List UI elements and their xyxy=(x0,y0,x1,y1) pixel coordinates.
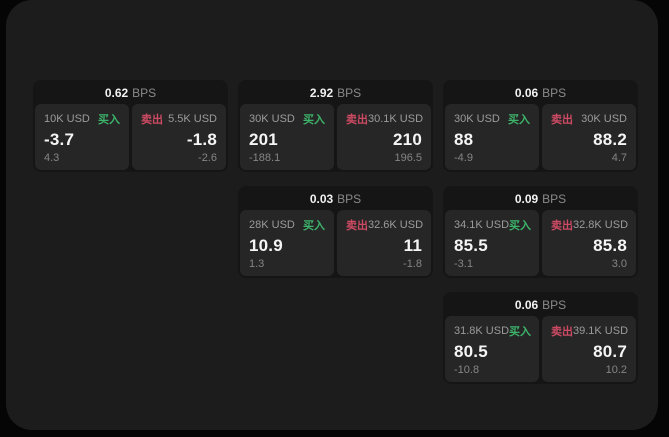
sell-change: -2.6 xyxy=(198,152,217,164)
buy-change: 4.3 xyxy=(44,152,60,164)
bps-unit-label: BPS xyxy=(132,86,157,100)
sell-price: 210 xyxy=(393,129,422,149)
buy-amount: 34.1K USD xyxy=(454,219,510,231)
bps-value: 2.92 xyxy=(309,86,334,100)
sell-price: 11 xyxy=(403,235,422,255)
buy-tag: 买入 xyxy=(509,220,532,232)
buy-cell[interactable]: 30K USD 买入 88 -4.9 xyxy=(445,104,539,170)
sell-amount: 32.8K USD xyxy=(573,219,629,231)
card-bps-header: 2.92 BPS xyxy=(240,83,431,104)
card-bps-header: 0.03 BPS xyxy=(240,189,431,210)
sell-tag: 卖出 xyxy=(551,326,573,338)
buy-amount: 30K USD xyxy=(249,113,295,125)
card-cells: 34.1K USD 买入 85.5 -3.1 卖出 32.8K USD 85.8… xyxy=(445,210,636,276)
card-bps-header: 0.06 BPS xyxy=(445,83,636,104)
quote-card: 0.06 BPS 31.8K USD 买入 80.5 -10.8 卖出 39.1K… xyxy=(443,292,638,384)
bps-unit-label: BPS xyxy=(337,86,362,100)
quote-card: 2.92 BPS 30K USD 买入 201 -188.1 卖出 30.1K U… xyxy=(238,80,433,172)
buy-price: -3.7 xyxy=(44,129,75,149)
quote-card: 0.62 BPS 10K USD 买入 -3.7 4.3 卖出 5.5K USD … xyxy=(33,80,228,172)
sell-cell[interactable]: 卖出 30.1K USD 210 196.5 xyxy=(337,104,431,170)
sell-amount: 30K USD xyxy=(581,113,627,125)
buy-cell[interactable]: 31.8K USD 买入 80.5 -10.8 xyxy=(445,316,539,382)
card-cells: 30K USD 买入 88 -4.9 卖出 30K USD 88.2 4.7 xyxy=(445,104,636,170)
sell-amount: 32.6K USD xyxy=(368,219,424,231)
buy-tag: 买入 xyxy=(509,326,532,338)
sell-change: -1.8 xyxy=(403,258,422,270)
sell-amount: 39.1K USD xyxy=(573,325,629,337)
sell-cell[interactable]: 卖出 32.6K USD 11 -1.8 xyxy=(337,210,431,276)
sell-change: 196.5 xyxy=(394,152,422,164)
bps-unit-label: BPS xyxy=(542,86,567,100)
sell-cell[interactable]: 卖出 5.5K USD -1.8 -2.6 xyxy=(132,104,226,170)
bps-value: 0.62 xyxy=(104,86,129,100)
buy-change: -10.8 xyxy=(454,364,480,376)
bps-unit-label: BPS xyxy=(542,298,567,312)
sell-change: 10.2 xyxy=(605,364,627,376)
buy-cell[interactable]: 28K USD 买入 10.9 1.3 xyxy=(240,210,334,276)
quote-card: 0.09 BPS 34.1K USD 买入 85.5 -3.1 卖出 32.8K … xyxy=(443,186,638,278)
sell-price: 80.7 xyxy=(593,341,627,361)
bps-value: 0.06 xyxy=(514,298,539,312)
quote-card: 0.06 BPS 30K USD 买入 88 -4.9 卖出 30K USD 88… xyxy=(443,80,638,172)
buy-change: -4.9 xyxy=(454,152,473,164)
bps-unit-label: BPS xyxy=(542,192,567,206)
bps-value: 0.06 xyxy=(514,86,539,100)
card-cells: 31.8K USD 买入 80.5 -10.8 卖出 39.1K USD 80.… xyxy=(445,316,636,382)
buy-cell[interactable]: 10K USD 买入 -3.7 4.3 xyxy=(35,104,129,170)
sell-cell[interactable]: 卖出 32.8K USD 85.8 3.0 xyxy=(542,210,636,276)
sell-price: 88.2 xyxy=(593,129,627,149)
bps-value: 0.03 xyxy=(309,192,334,206)
buy-amount: 31.8K USD xyxy=(454,325,510,337)
bps-value: 0.09 xyxy=(514,192,539,206)
sell-tag: 卖出 xyxy=(346,220,368,232)
sell-amount: 5.5K USD xyxy=(168,113,217,125)
card-cells: 28K USD 买入 10.9 1.3 卖出 32.6K USD 11 -1.8 xyxy=(240,210,431,276)
buy-tag: 买入 xyxy=(303,114,325,126)
card-bps-header: 0.09 BPS xyxy=(445,189,636,210)
buy-change: -188.1 xyxy=(249,152,281,164)
sell-tag: 卖出 xyxy=(551,220,573,232)
sell-price: 85.8 xyxy=(593,235,627,255)
sell-amount: 30.1K USD xyxy=(368,113,424,125)
sell-tag: 卖出 xyxy=(346,114,368,126)
buy-cell[interactable]: 30K USD 买入 201 -188.1 xyxy=(240,104,334,170)
sell-price: -1.8 xyxy=(186,129,217,149)
card-bps-header: 0.06 BPS xyxy=(445,295,636,316)
buy-price: 85.5 xyxy=(454,235,488,255)
buy-tag: 买入 xyxy=(508,114,530,126)
quote-card: 0.03 BPS 28K USD 买入 10.9 1.3 卖出 32.6K USD… xyxy=(238,186,433,278)
sell-tag: 卖出 xyxy=(551,114,573,126)
buy-price: 10.9 xyxy=(249,235,283,255)
buy-price: 88 xyxy=(454,129,474,149)
buy-price: 201 xyxy=(249,129,278,149)
sell-change: 3.0 xyxy=(611,258,627,270)
buy-amount: 28K USD xyxy=(249,219,295,231)
buy-change: 1.3 xyxy=(249,258,265,270)
card-cells: 30K USD 买入 201 -188.1 卖出 30.1K USD 210 1… xyxy=(240,104,431,170)
buy-cell[interactable]: 34.1K USD 买入 85.5 -3.1 xyxy=(445,210,539,276)
sell-tag: 卖出 xyxy=(141,114,163,126)
sell-change: 4.7 xyxy=(611,152,627,164)
sell-cell[interactable]: 卖出 30K USD 88.2 4.7 xyxy=(542,104,636,170)
bps-unit-label: BPS xyxy=(337,192,362,206)
buy-amount: 10K USD xyxy=(44,113,90,125)
buy-price: 80.5 xyxy=(454,341,488,361)
quote-card-grid: 0.62 BPS 10K USD 买入 -3.7 4.3 卖出 5.5K USD … xyxy=(33,80,638,384)
buy-amount: 30K USD xyxy=(454,113,500,125)
sell-cell[interactable]: 卖出 39.1K USD 80.7 10.2 xyxy=(542,316,636,382)
card-cells: 10K USD 买入 -3.7 4.3 卖出 5.5K USD -1.8 -2.… xyxy=(35,104,226,170)
buy-tag: 买入 xyxy=(303,220,325,232)
buy-change: -3.1 xyxy=(454,258,473,270)
card-bps-header: 0.62 BPS xyxy=(35,83,226,104)
buy-tag: 买入 xyxy=(98,114,120,126)
